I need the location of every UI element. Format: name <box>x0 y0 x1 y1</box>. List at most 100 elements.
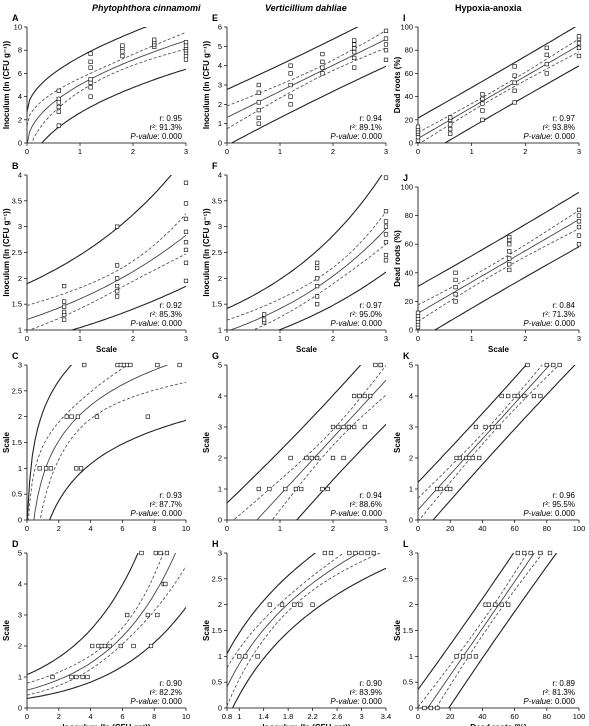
x-tick-label: 2.6 <box>332 712 342 721</box>
y-axis-label: Inoculum (ln (CFU g⁻¹)) <box>202 208 211 297</box>
panel-letter: B <box>12 161 19 171</box>
stat-pvalue-value: : 0.000 <box>551 509 576 518</box>
stat-pvalue-label: P-value <box>130 319 158 328</box>
data-point <box>383 258 389 263</box>
data-point <box>314 260 320 265</box>
data-point <box>506 602 511 607</box>
x-tick-label: 3.4 <box>381 712 391 721</box>
y-tick-label: 0 <box>409 139 413 148</box>
regression-line <box>227 38 386 118</box>
data-point <box>120 53 125 59</box>
x-axis-label: Dead roots (%) <box>470 723 527 726</box>
y-axis-label: Dead roots (%) <box>393 230 402 287</box>
data-point <box>61 309 67 315</box>
stat-pvalue: P-value: 0.000 <box>523 319 575 328</box>
prediction-lower <box>27 606 186 699</box>
x-tick-label: 3 <box>384 334 388 343</box>
y-tick-label: 4 <box>218 392 222 401</box>
prediction-upper <box>418 365 527 483</box>
stat-r2: r²: 82.2% <box>150 688 182 697</box>
stat-r2: r²: 91.3% <box>150 123 182 132</box>
data-point <box>75 414 80 419</box>
x-tick-label: 60 <box>510 712 518 721</box>
fit-curves <box>227 27 386 143</box>
stat-pvalue: P-value: 0.000 <box>523 132 575 141</box>
panel-a: 0 1 2 3 0 2 4 6 8 10A Inoculum (ln (CFU g⁻¹)) r: 0.… <box>2 13 189 156</box>
y-tick-label: 1 <box>18 464 22 473</box>
stat-pvalue: P-value: 0.000 <box>130 319 182 328</box>
stat-r: r: 0.97 <box>359 301 382 310</box>
y-tick-label: 1.5 <box>212 300 222 309</box>
y-tick-label: 4 <box>218 171 222 180</box>
regression-line <box>227 553 360 688</box>
stat-pvalue-value: : 0.000 <box>358 509 383 518</box>
data-point <box>353 550 358 556</box>
data-point <box>183 39 189 45</box>
confidence-lower <box>435 553 544 708</box>
data-point <box>183 260 189 265</box>
data-point <box>102 643 108 649</box>
data-point <box>383 240 389 245</box>
confidence-lower <box>418 228 579 322</box>
data-point <box>256 90 261 95</box>
y-tick-label: 10 <box>14 23 22 32</box>
y-tick-label: 60 <box>405 69 413 78</box>
y-tick-label: 1 <box>18 326 22 335</box>
data-point <box>362 424 367 430</box>
x-axis-label: Scale <box>488 345 509 354</box>
stat-r2: r²: 95.5% <box>543 500 575 509</box>
data-point <box>139 550 144 556</box>
panel-d: 0 2 4 6 8 10 0 1 2 3 4 5D Scale Inoculum (ln (CFU g⁻¹… <box>2 539 190 726</box>
data-point <box>547 550 553 556</box>
y-tick-label: 0 <box>409 516 413 525</box>
y-tick-label: 2.5 <box>212 574 222 583</box>
prediction-upper <box>418 553 515 690</box>
data-point <box>74 674 79 680</box>
data-point <box>538 393 543 399</box>
data-point <box>383 209 389 214</box>
data-point <box>341 424 346 430</box>
data-point <box>88 80 93 85</box>
data-point <box>448 122 453 127</box>
confidence-upper <box>418 38 579 133</box>
data-point <box>283 486 288 492</box>
data-point <box>453 270 458 275</box>
y-axis-label: Inoculum (ln (CFU g⁻¹)) <box>2 41 11 130</box>
y-axis-label: Scale <box>202 431 211 452</box>
data-point <box>480 108 485 113</box>
y-tick-label: 2 <box>409 600 413 609</box>
data-point <box>56 96 61 102</box>
y-tick-label: 8 <box>18 46 22 55</box>
y-tick-label: 60 <box>405 240 413 249</box>
x-tick-label: 2 <box>131 334 135 343</box>
data-point <box>177 362 182 368</box>
x-tick-label: 0 <box>25 712 29 721</box>
data-point <box>56 109 61 114</box>
data-point <box>383 219 389 224</box>
x-tick-label: 0 <box>416 712 420 721</box>
stat-pvalue-value: : 0.000 <box>358 697 383 706</box>
panel-letter: I <box>403 13 406 23</box>
stat-r: r: 0.89 <box>552 679 575 688</box>
data-point <box>128 362 133 368</box>
data-point <box>94 414 100 419</box>
data-point <box>314 455 320 461</box>
stat-r: r: 0.95 <box>159 114 182 123</box>
data-point <box>118 643 123 649</box>
y-axis-label: Dead roots (%) <box>393 56 402 113</box>
prediction-upper <box>227 553 317 654</box>
data-point <box>183 240 189 245</box>
data-point <box>74 466 79 471</box>
regression-line <box>27 234 186 320</box>
data-point <box>80 674 85 680</box>
x-tick-label: 0 <box>225 334 229 343</box>
x-tick-label: 3 <box>359 712 363 721</box>
data-point <box>50 674 55 680</box>
stat-pvalue-value: : 0.000 <box>551 697 576 706</box>
prediction-lower <box>277 271 386 330</box>
x-tick-label: 2 <box>523 147 527 156</box>
data-point <box>125 612 130 618</box>
confidence-upper <box>418 365 543 499</box>
